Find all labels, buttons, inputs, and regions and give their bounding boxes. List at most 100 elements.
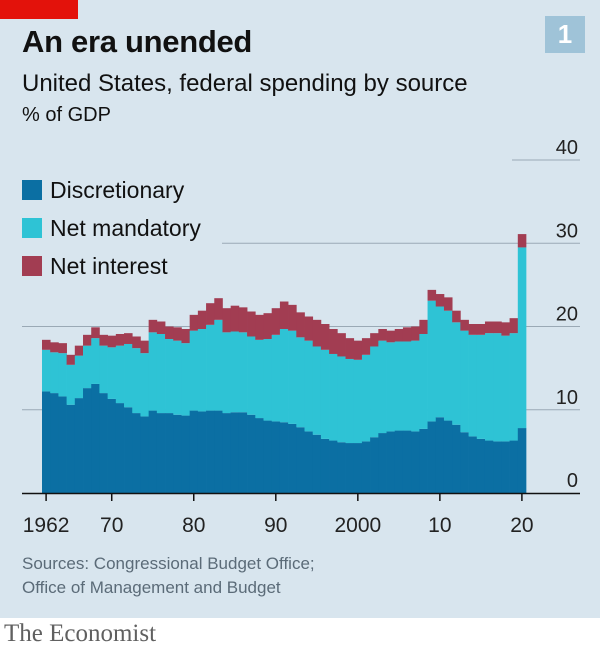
bar-discretionary-2019 — [509, 440, 519, 493]
bar-discretionary-1996 — [320, 438, 330, 493]
bar-net-interest-2011 — [443, 297, 453, 311]
bar-net-interest-1998 — [337, 333, 346, 357]
bar-net-interest-1980 — [189, 314, 199, 331]
bar-discretionary-1986 — [238, 412, 248, 493]
bar-net-interest-1970 — [107, 335, 117, 348]
bar-net-mandatory-1986 — [238, 332, 248, 413]
bar-net-mandatory-2015 — [476, 334, 486, 439]
bar-net-interest-2004 — [386, 330, 396, 343]
legend-label-discretionary: Discretionary — [50, 177, 185, 203]
bar-net-interest-1963 — [50, 342, 59, 353]
bar-discretionary-2007 — [411, 431, 420, 493]
bar-net-interest-1984 — [222, 308, 232, 333]
legend-swatch-net-interest — [22, 256, 42, 276]
bar-discretionary-1974 — [140, 416, 149, 493]
bar-net-mandatory-2001 — [361, 354, 371, 442]
bar-discretionary-1992 — [288, 423, 297, 493]
bar-discretionary-2015 — [476, 438, 486, 493]
bar-net-interest-2020 — [517, 234, 527, 248]
x-tick-label-2000: 2000 — [334, 514, 381, 537]
bar-net-mandatory-2016 — [484, 333, 494, 441]
bar-net-interest-2013 — [460, 319, 469, 331]
bar-net-interest-1991 — [279, 301, 289, 329]
bar-net-mandatory-1966 — [74, 355, 84, 399]
bar-net-mandatory-1989 — [263, 338, 273, 421]
sources-line-2: Office of Management and Budget — [22, 578, 281, 597]
bar-net-mandatory-1999 — [345, 358, 355, 444]
bar-net-mandatory-1979 — [181, 343, 191, 416]
bar-net-mandatory-1998 — [337, 356, 346, 443]
bar-net-interest-2008 — [419, 319, 428, 334]
bar-discretionary-1990 — [271, 421, 281, 493]
chart-number-badge: 1 — [545, 16, 585, 53]
chart-title: An era unended — [22, 24, 253, 59]
bar-net-interest-1994 — [304, 316, 314, 341]
bar-discretionary-2018 — [501, 441, 510, 493]
bar-discretionary-2001 — [361, 441, 371, 493]
bar-net-interest-1974 — [140, 340, 149, 354]
bar-net-interest-1993 — [296, 312, 305, 338]
bar-net-interest-1997 — [329, 329, 338, 354]
bar-discretionary-1965 — [66, 404, 76, 493]
bar-net-mandatory-2005 — [394, 341, 404, 431]
bar-discretionary-1999 — [345, 443, 355, 493]
bar-net-mandatory-1987 — [247, 336, 256, 415]
bar-net-mandatory-1964 — [58, 353, 67, 397]
bar-discretionary-1976 — [156, 413, 166, 493]
chart-card: 1 An era unended United States, federal … — [0, 0, 600, 618]
bar-net-mandatory-2011 — [443, 310, 453, 421]
bar-net-mandatory-1975 — [148, 332, 158, 411]
bar-net-interest-1996 — [320, 324, 330, 350]
bar-discretionary-1963 — [50, 393, 59, 493]
y-tick-label-20: 20 — [556, 304, 578, 326]
bar-net-mandatory-2009 — [427, 300, 437, 422]
bar-net-interest-1992 — [288, 304, 297, 331]
bar-net-interest-2005 — [394, 329, 404, 342]
bar-discretionary-1971 — [115, 403, 125, 493]
legend-swatch-net-mandatory — [22, 218, 42, 238]
bar-net-interest-2015 — [476, 324, 486, 335]
bar-discretionary-1987 — [247, 414, 256, 493]
bar-net-mandatory-1992 — [288, 330, 297, 424]
bar-net-interest-1989 — [263, 313, 273, 339]
bar-discretionary-1984 — [222, 413, 232, 493]
bar-net-interest-2003 — [378, 329, 387, 341]
bar-net-interest-1973 — [132, 336, 141, 349]
bar-discretionary-1964 — [58, 396, 67, 493]
bar-discretionary-1993 — [296, 427, 305, 493]
sources-line-1: Sources: Congressional Budget Office; — [22, 554, 315, 573]
bar-net-mandatory-1965 — [66, 364, 76, 405]
bar-discretionary-1968 — [91, 383, 100, 493]
bar-discretionary-2011 — [443, 420, 453, 493]
bar-discretionary-2020 — [517, 428, 527, 493]
bar-net-mandatory-1982 — [206, 324, 215, 411]
bar-net-interest-1967 — [83, 334, 92, 346]
y-tick-label-40: 40 — [556, 137, 578, 159]
bar-net-interest-1995 — [312, 319, 322, 347]
bar-net-interest-2017 — [493, 321, 502, 334]
bar-net-interest-1977 — [165, 326, 174, 339]
bar-net-mandatory-2007 — [411, 340, 420, 432]
bar-net-interest-1966 — [74, 345, 84, 356]
bar-discretionary-2013 — [460, 432, 469, 493]
bar-net-interest-1964 — [58, 343, 67, 354]
bar-net-mandatory-2017 — [493, 333, 502, 442]
bar-net-mandatory-1963 — [50, 352, 59, 394]
bar-discretionary-2008 — [419, 428, 428, 493]
bar-discretionary-2017 — [493, 441, 502, 493]
bar-net-interest-2001 — [361, 338, 371, 355]
bar-net-mandatory-1991 — [279, 329, 289, 423]
bar-net-mandatory-2003 — [378, 340, 387, 434]
bar-discretionary-1997 — [329, 440, 338, 493]
bar-net-interest-2018 — [501, 322, 510, 336]
bar-discretionary-2006 — [402, 430, 412, 493]
bar-net-mandatory-2004 — [386, 342, 396, 432]
bar-net-mandatory-1973 — [132, 348, 141, 414]
bar-net-mandatory-1985 — [230, 331, 240, 413]
bar-discretionary-1975 — [148, 410, 158, 493]
bar-net-mandatory-1993 — [296, 337, 305, 428]
bar-net-interest-2000 — [353, 340, 363, 360]
legend-label-net-interest: Net interest — [50, 253, 168, 279]
bar-discretionary-1991 — [279, 422, 289, 493]
bar-net-mandatory-1972 — [124, 343, 133, 408]
